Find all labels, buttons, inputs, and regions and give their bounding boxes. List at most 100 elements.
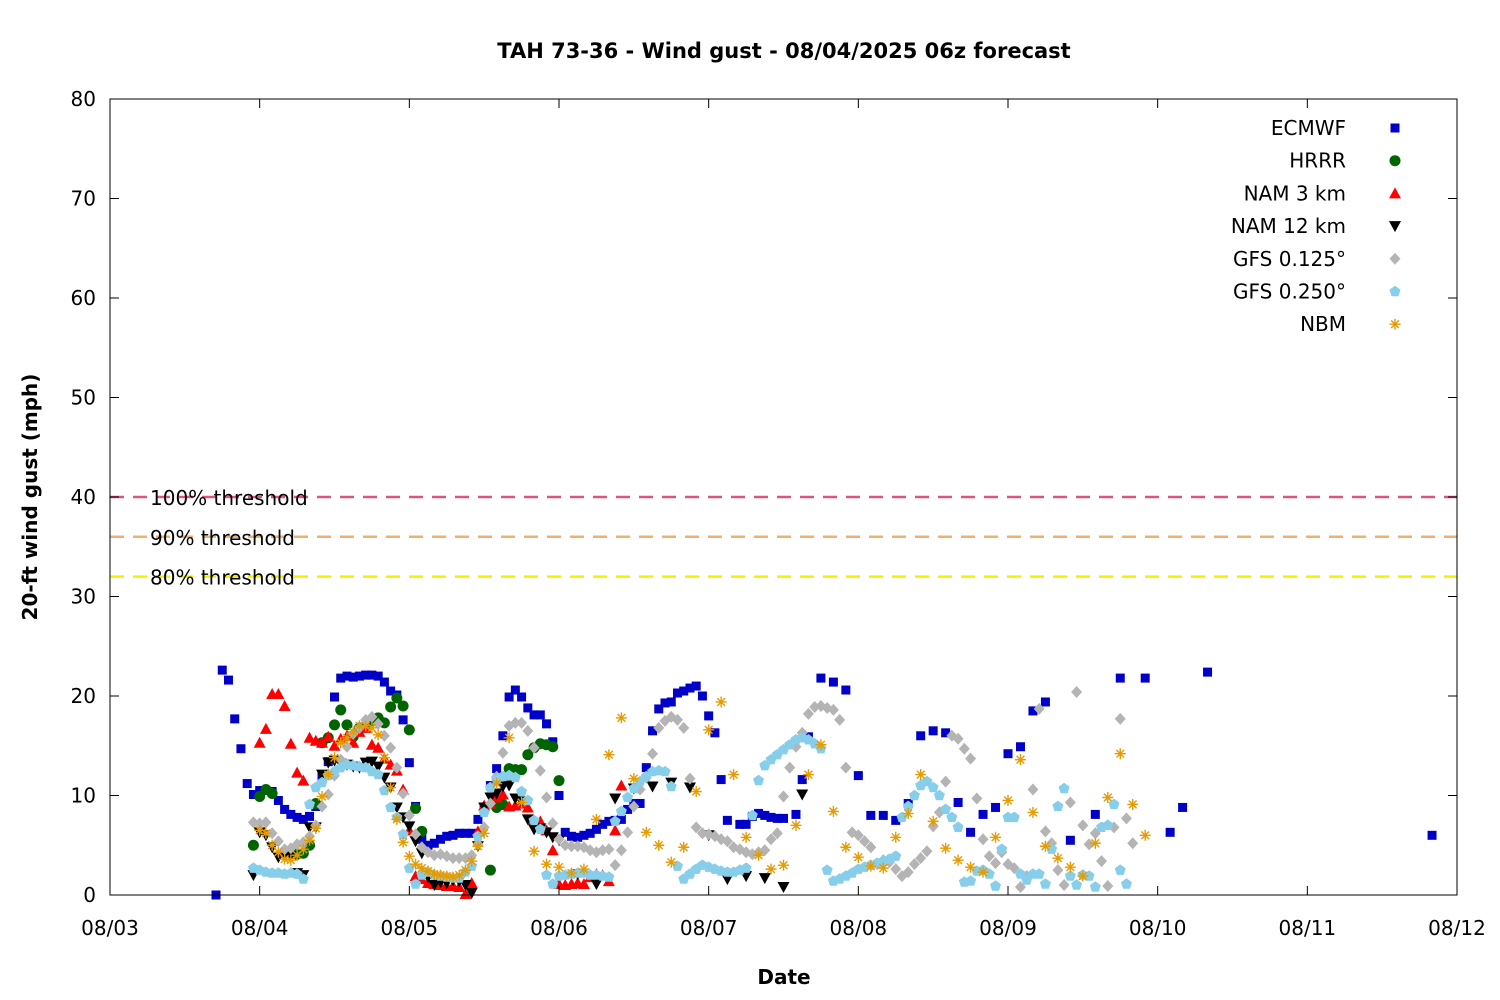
ecmwf-point (535, 710, 545, 720)
ecmwf-point (286, 809, 296, 819)
gfs-0-125-point (908, 858, 920, 871)
gfs-0-250-point (753, 774, 765, 786)
nbm-point (279, 853, 291, 865)
x-tick-label: 08/04 (231, 916, 289, 940)
gfs-0-125-point (1027, 783, 1039, 796)
legend-label: GFS 0.125° (1233, 247, 1346, 271)
nam-12-km-point (409, 836, 422, 848)
ecmwf-point (1040, 697, 1050, 707)
nbm-point (441, 870, 453, 882)
x-tick-label: 08/10 (1129, 916, 1187, 940)
nam-3-km-point (253, 736, 266, 748)
gfs-0-125-point (671, 713, 683, 726)
nam-12-km-point (590, 879, 603, 891)
hrrr-point (410, 802, 422, 814)
nbm-point (304, 834, 316, 846)
nam-3-km-point (259, 722, 272, 734)
nam-3-km-point (328, 739, 341, 751)
gfs-0-125-point (653, 721, 665, 734)
ecmwf-point (1065, 835, 1075, 845)
legend-label: ECMWF (1271, 116, 1346, 140)
ecmwf-point (248, 790, 258, 800)
gfs-0-250-point (952, 821, 964, 833)
ecmwf-point (373, 671, 383, 681)
nbm-point (285, 854, 297, 866)
nbm-point (840, 841, 852, 853)
hrrr-point (516, 764, 528, 776)
nam-12-km-point (465, 888, 478, 900)
gfs-0-250-point (671, 860, 683, 871)
nbm-point (578, 863, 590, 875)
gfs-0-125-point (802, 707, 814, 720)
gfs-0-125-point (971, 792, 983, 805)
gfs-0-250-point (622, 791, 634, 803)
nbm-point (865, 860, 877, 872)
nbm-point (827, 805, 839, 817)
nbm-point (890, 831, 902, 843)
ecmwf-point (710, 728, 720, 738)
ecmwf-point (878, 810, 888, 820)
nbm-point (472, 840, 484, 852)
nbm-point (329, 752, 340, 764)
gfs-0-250-point (933, 789, 945, 801)
gfs-0-125-point (497, 746, 509, 759)
nbm-point (341, 732, 353, 744)
nbm-point (335, 737, 347, 749)
ecmwf-point (841, 685, 851, 695)
gfs-0-250-point (665, 780, 677, 792)
ecmwf-point (760, 810, 770, 820)
nam-3-km-point (278, 699, 291, 711)
nbm-point (410, 858, 422, 870)
legend-marker (1389, 221, 1401, 233)
legend: ECMWF HRRR NAM 3 km NAM 12 km GFS 0.125° GFS … (1231, 116, 1401, 336)
ecmwf-point (529, 710, 539, 720)
nbm-point (1064, 861, 1076, 873)
gfs-0-125-point (297, 836, 309, 849)
gfs-0-125-point (603, 843, 615, 856)
ecmwf-point (1090, 809, 1100, 819)
gfs-0-125-point (940, 775, 952, 788)
gfs-0-125-point (1114, 712, 1126, 725)
nbm-point (260, 827, 272, 839)
nbm-point (272, 846, 284, 858)
ecmwf-point (966, 827, 976, 837)
nam-3-km-point (465, 877, 478, 889)
ecmwf-point (404, 758, 414, 768)
ecmwf-point (1140, 673, 1150, 683)
y-tick-label: 30 (71, 585, 96, 609)
nbm-point (1027, 806, 1039, 818)
nbm-point (852, 851, 864, 863)
ecmwf-point (660, 698, 670, 708)
gfs-0-125-point (721, 835, 733, 848)
gfs-0-250-point (908, 789, 920, 801)
gfs-0-125-point (260, 816, 272, 829)
nbm-point (877, 862, 889, 874)
hrrr-point (385, 701, 397, 713)
nbm-point (915, 769, 927, 781)
nbm-point (728, 769, 740, 781)
ecmwf-point (735, 819, 745, 829)
ecmwf-point (779, 813, 788, 823)
legend-label: NBM (1300, 312, 1346, 336)
gfs-0-250-point (1064, 870, 1076, 881)
ecmwf-point (928, 726, 938, 736)
nbm-point (678, 841, 690, 853)
gfs-0-125-point (553, 833, 565, 846)
ecmwf-point (398, 715, 408, 725)
ecmwf-point (386, 686, 396, 696)
gfs-0-250-point (397, 828, 409, 839)
gfs-0-125-point (852, 829, 864, 842)
nbm-point (366, 722, 378, 734)
ecmwf-point (816, 673, 826, 683)
gfs-0-250-point (297, 873, 309, 884)
nam-12-km-point (683, 782, 696, 794)
ecmwf-point (305, 811, 315, 821)
ecmwf-point (704, 711, 714, 721)
hrrr-point (547, 741, 559, 753)
nbm-point (615, 712, 627, 724)
gfs-0-125-point (647, 747, 659, 760)
ecmwf-point (853, 771, 863, 781)
gfs-0-250-point (1033, 868, 1045, 879)
gfs-0-125-point (1077, 819, 1089, 832)
gfs-0-250-point (927, 781, 939, 793)
